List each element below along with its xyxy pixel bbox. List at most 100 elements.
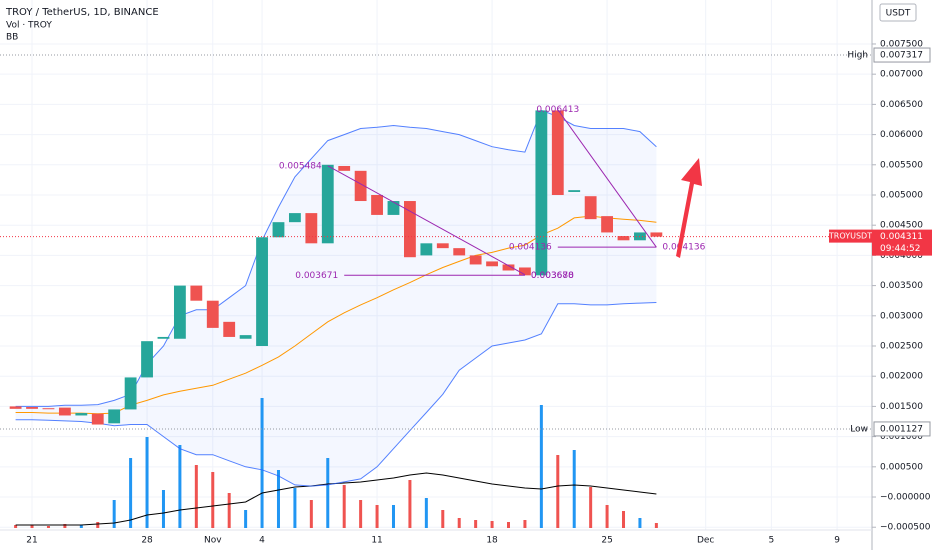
price-axis [872,0,932,550]
low-label: Low [850,424,868,434]
drawing-label: 0.003671 [295,271,338,281]
volume-bar [145,437,149,528]
y-tick-label: 0.000500 [880,462,923,472]
volume-bar [211,472,215,528]
volume-bar [293,488,297,528]
x-tick-label: Dec [697,536,714,546]
y-tick-label: 0.006000 [880,130,923,140]
chart-title: TROY / TetherUS, 1D, BINANCE [5,7,159,18]
symbol-label: TROYUSDT [828,232,872,241]
volume-bar [556,455,560,528]
x-tick-label: Nov [204,536,222,546]
y-tick-label: 0.005000 [880,190,923,200]
x-tick-label: 28 [141,536,153,546]
candle-body [58,407,71,416]
drawing-label: 0.004136 [662,243,705,253]
volume-bar [276,470,280,528]
axis: 0.007500 0.007000 0.006500 0.006000 0.005500… [26,39,932,546]
volume-bar [14,525,18,528]
y-tick-label: 0.003500 [880,281,923,291]
volume-bar [30,525,34,528]
x-tick-label: 11 [371,536,382,546]
candle-body [486,261,498,267]
candle-body [519,267,531,276]
x-tick-label: 21 [26,536,37,546]
candle-body [42,408,55,410]
y-tick-label: 0.004500 [880,221,923,231]
candle-body [469,255,482,265]
volume-bar [605,505,609,528]
candle-body [568,190,581,192]
volume-bar [523,520,527,528]
trend-line [327,165,526,276]
candle-body [321,164,334,244]
candle-body [404,201,416,258]
candle-body [420,243,433,256]
currency: USDT [886,9,911,19]
grid [0,0,872,530]
candle-body [26,407,38,409]
candle-body [141,341,153,378]
y-tick-label: 0.002500 [880,342,923,352]
candle-body [288,213,301,223]
candle-body [601,216,613,233]
volume-bar [112,500,116,528]
candle-body [124,377,137,410]
candle-body [108,409,121,424]
candle-body [223,321,236,337]
volume-bar [572,450,576,528]
volume-bar [375,505,379,528]
drawing-label: 0.006413 [536,105,579,115]
arrow-drawing [676,158,702,258]
candle-body [551,110,564,195]
candle-body [272,222,285,238]
candle-body [338,165,351,171]
y-tick-label: −0.000500 [880,523,931,533]
candle-body [9,406,22,409]
candle-body [387,201,400,215]
y-tick-label: 0.007500 [880,39,923,49]
volume-bar [589,487,593,528]
candle-body [502,264,515,271]
indicator-label: BB [6,33,18,43]
volume-bar [539,405,543,528]
volume-bar [408,480,412,528]
volume-bar [244,510,248,528]
volume-bar [342,485,346,528]
volume-bar [79,525,83,528]
x-tick-label: 18 [486,536,498,546]
y-tick-label: 0.002000 [880,372,923,382]
y-tick-label: −0.000000 [880,493,931,503]
volume-bar [638,518,642,528]
y-tick-label: 0.001000 [880,432,923,442]
volume-bar [474,520,478,528]
volume-bar [63,524,67,528]
high-label: High [847,51,868,61]
volume-bar [178,445,182,528]
candle-body [650,232,663,237]
volume-bar [457,518,461,528]
volume-bar [46,526,50,528]
volume-bar [622,511,626,528]
volume-bar [227,493,231,528]
bb-line [15,215,657,415]
candle-body [584,196,597,220]
volume-bar [441,510,445,528]
x-tick-label: 9 [834,536,840,546]
volume-bar [326,458,330,528]
volume-bar [391,505,395,528]
candle-body [453,248,466,256]
volume-bar [490,521,494,528]
volume-bar [129,458,133,528]
drawing-label: 0.003688 [531,271,574,281]
volume-bar [654,523,658,528]
last-badge [872,229,932,256]
high-value: 0.007317 [880,51,923,61]
last-value: 0.004311 [880,232,923,242]
drawing-label: 0.003670 [531,271,574,281]
x-tick-label: 5 [769,536,775,546]
candle-body [354,170,367,202]
y-tick-label: 0.005500 [880,160,923,170]
currency-box [879,3,917,22]
volume-bar [96,522,100,528]
